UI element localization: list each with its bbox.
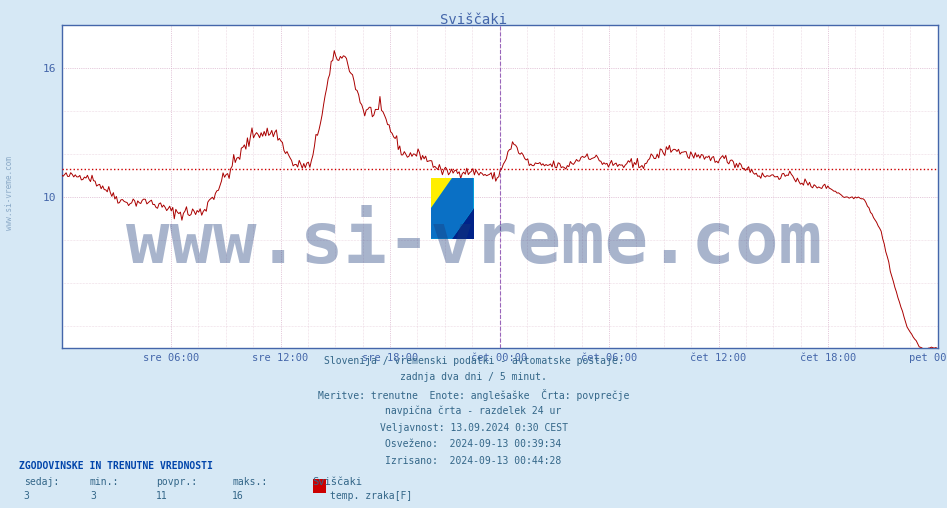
Text: povpr.:: povpr.:	[156, 477, 197, 487]
Polygon shape	[431, 178, 474, 239]
Polygon shape	[431, 178, 453, 208]
Text: temp. zraka[F]: temp. zraka[F]	[330, 491, 412, 501]
Text: ZGODOVINSKE IN TRENUTNE VREDNOSTI: ZGODOVINSKE IN TRENUTNE VREDNOSTI	[19, 461, 213, 471]
Polygon shape	[431, 178, 474, 239]
Text: 3: 3	[24, 491, 29, 501]
Text: Osveženo:  2024-09-13 00:39:34: Osveženo: 2024-09-13 00:39:34	[385, 439, 562, 450]
Text: Slovenija / vremenski podatki - avtomatske postaje.: Slovenija / vremenski podatki - avtomats…	[324, 356, 623, 366]
Text: sedaj:: sedaj:	[24, 477, 59, 487]
Text: zadnja dva dni / 5 minut.: zadnja dva dni / 5 minut.	[400, 372, 547, 383]
Text: 11: 11	[156, 491, 168, 501]
Text: Meritve: trenutne  Enote: anglešaške  Črta: povprečje: Meritve: trenutne Enote: anglešaške Črta…	[318, 389, 629, 401]
Text: Veljavnost: 13.09.2024 0:30 CEST: Veljavnost: 13.09.2024 0:30 CEST	[380, 423, 567, 433]
Polygon shape	[453, 208, 474, 239]
Text: min.:: min.:	[90, 477, 119, 487]
Text: www.si-vreme.com: www.si-vreme.com	[5, 156, 14, 230]
Text: Sviščaki: Sviščaki	[440, 13, 507, 27]
Text: Sviščaki: Sviščaki	[313, 477, 363, 487]
Text: www.si-vreme.com: www.si-vreme.com	[126, 209, 821, 278]
Text: 3: 3	[90, 491, 96, 501]
Text: navpična črta - razdelek 24 ur: navpična črta - razdelek 24 ur	[385, 406, 562, 417]
Text: maks.:: maks.:	[232, 477, 267, 487]
Text: Izrisano:  2024-09-13 00:44:28: Izrisano: 2024-09-13 00:44:28	[385, 456, 562, 466]
Text: 16: 16	[232, 491, 243, 501]
